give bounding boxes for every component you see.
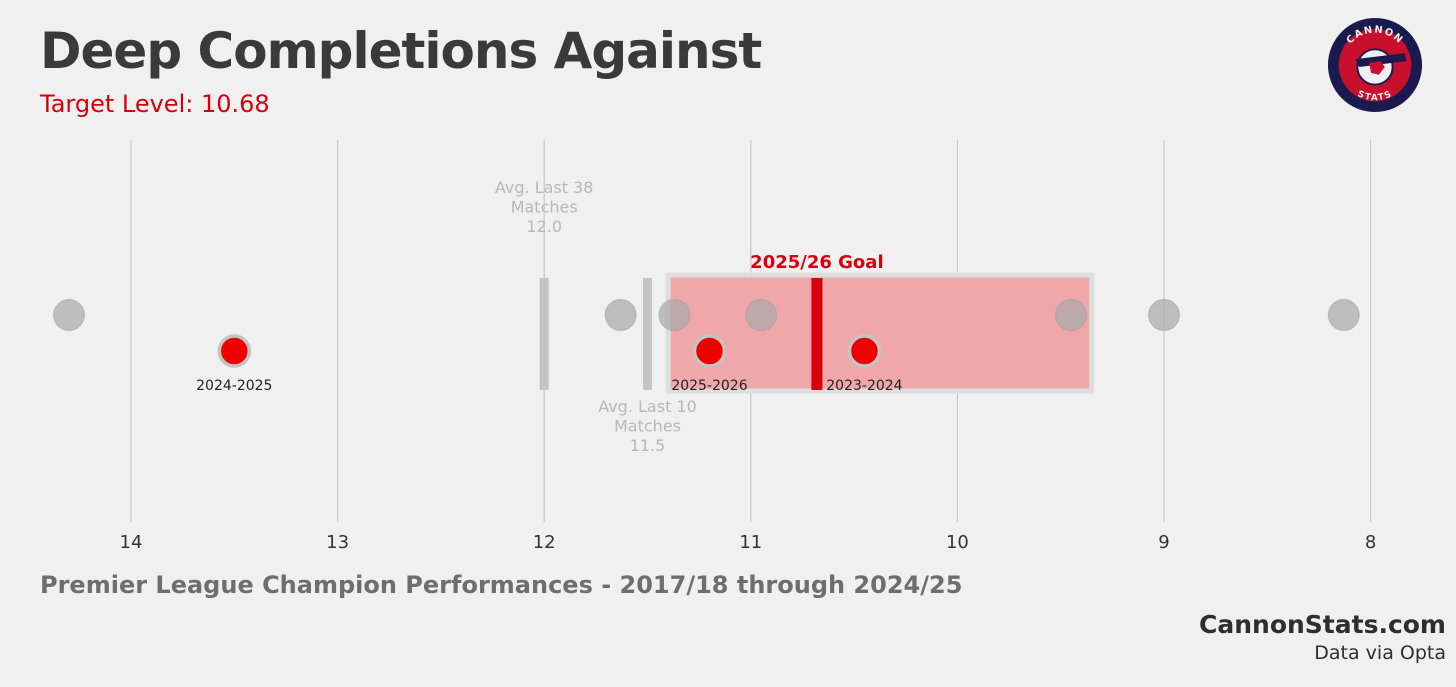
goal-label: 2025/26 Goal bbox=[750, 252, 883, 273]
champion-point bbox=[1148, 299, 1180, 331]
site-name[interactable]: CannonStats.com bbox=[1199, 610, 1446, 639]
x-tick-label: 10 bbox=[946, 532, 969, 553]
target-level-subtitle: Target Level: 10.68 bbox=[40, 90, 270, 118]
x-tick-label: 13 bbox=[326, 532, 349, 553]
season-point bbox=[847, 334, 882, 368]
average-label: 12.0 bbox=[526, 217, 562, 236]
goal-band bbox=[665, 272, 1095, 394]
footer-caption: Premier League Champion Performances - 2… bbox=[40, 571, 963, 599]
data-source: Data via Opta bbox=[1314, 642, 1446, 664]
champion-point bbox=[745, 299, 778, 331]
x-tick-label: 14 bbox=[120, 532, 143, 553]
average-bar bbox=[643, 278, 652, 390]
chart-title: Deep Completions Against bbox=[40, 22, 762, 80]
season-label: 2023-2024 bbox=[826, 378, 902, 394]
season-point bbox=[692, 334, 727, 368]
average-bar bbox=[539, 278, 549, 390]
average-label: Avg. Last 10 bbox=[598, 397, 697, 416]
champion-point bbox=[1055, 299, 1088, 331]
cannonstats-logo: CANNON STATS bbox=[1327, 17, 1423, 113]
x-tick-label: 9 bbox=[1158, 532, 1169, 553]
map-icon bbox=[1369, 61, 1385, 75]
average-label: 11.5 bbox=[630, 436, 666, 455]
logo-bottom-text: STATS bbox=[1356, 89, 1394, 103]
champion-point bbox=[53, 299, 86, 331]
champion-point bbox=[604, 299, 637, 331]
cannon-icon bbox=[1355, 53, 1407, 67]
season-label: 2024-2025 bbox=[196, 378, 272, 394]
x-tick-label: 11 bbox=[739, 532, 762, 553]
champion-point bbox=[658, 299, 691, 331]
x-tick-label: 12 bbox=[533, 532, 556, 553]
season-point bbox=[217, 334, 252, 368]
x-tick-label: 8 bbox=[1365, 532, 1376, 553]
average-label: Matches bbox=[511, 198, 578, 217]
champion-point bbox=[1327, 299, 1360, 331]
average-label: Matches bbox=[614, 417, 681, 436]
goal-line bbox=[811, 278, 823, 390]
season-label: 2025-2026 bbox=[671, 378, 747, 394]
average-label: Avg. Last 38 bbox=[495, 178, 594, 197]
